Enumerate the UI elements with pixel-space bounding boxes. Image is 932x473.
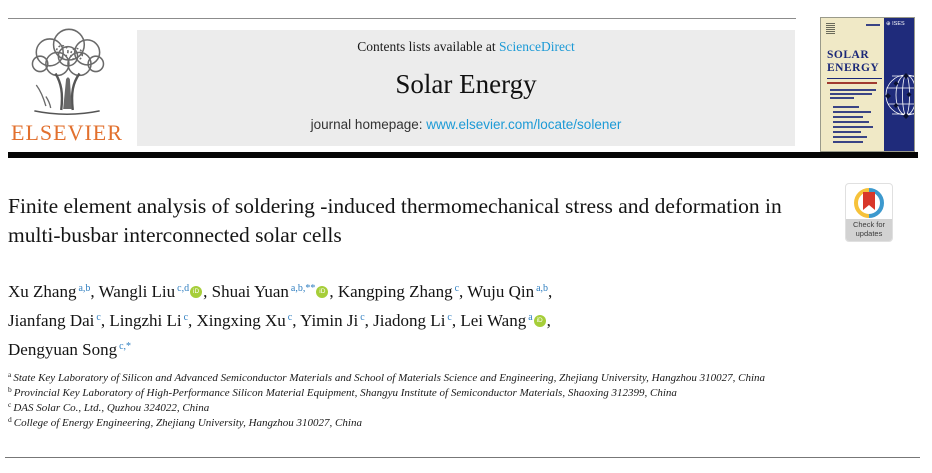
- author: Wangli Liu c,d iD,: [98, 282, 212, 301]
- author: Shuai Yuan a,b,** iD,: [211, 282, 338, 301]
- affiliation-a: a State Key Laboratory of Silicon and Adv…: [8, 370, 766, 384]
- author: Jianfang Dai c,: [8, 311, 110, 330]
- author: Yimin Ji c,: [300, 311, 374, 330]
- contents-prefix: Contents lists available at: [357, 39, 499, 54]
- cover-issue-text: [866, 24, 880, 26]
- author-list: Xu Zhang a,b, Wangli Liu c,d iD, Shuai Yuan…: [8, 279, 552, 366]
- elsevier-logo[interactable]: ELSEVIER: [8, 27, 126, 146]
- crossmark-icon: [854, 188, 884, 218]
- badge-label: Check for updates: [846, 219, 892, 241]
- author: Jiadong Li c,: [373, 311, 461, 330]
- author: Kangping Zhang c,: [337, 282, 468, 301]
- homepage-link[interactable]: www.elsevier.com/locate/solener: [426, 117, 622, 132]
- affiliations: a State Key Laboratory of Silicon and Adv…: [8, 370, 926, 431]
- author: Wuju Qin a,b,: [467, 282, 553, 301]
- orcid-icon[interactable]: iD: [316, 286, 329, 298]
- author: Xingxing Xu c,: [196, 311, 301, 330]
- article-title: Finite element analysis of soldering -in…: [8, 194, 782, 247]
- author-line-3: Dengyuan Song c,*: [8, 337, 552, 366]
- author: Lingzhi Li c,: [109, 311, 197, 330]
- homepage-prefix: journal homepage:: [310, 117, 427, 132]
- journal-header-box: Contents lists available at ScienceDirec…: [137, 30, 795, 146]
- orcid-icon[interactable]: iD: [190, 286, 203, 298]
- cover-emblem-icon: [826, 23, 835, 34]
- affiliation-b: b Provincial Key Laboratory of High-Perfo…: [8, 385, 677, 399]
- author-line-1: Xu Zhang a,b, Wangli Liu c,d iD, Shuai Yuan…: [8, 279, 552, 308]
- check-for-updates-badge[interactable]: Check for updates: [846, 184, 892, 241]
- ises-logo: ⊕ ISES: [886, 21, 905, 27]
- header-top-rule: [8, 18, 796, 19]
- journal-cover-thumbnail[interactable]: Solar Energy ⊕ ISES: [820, 17, 915, 152]
- cover-subtitle-text: [827, 82, 877, 84]
- header-divider-bar: [8, 152, 918, 158]
- author: Dengyuan Song c,*: [8, 340, 132, 359]
- journal-name: Solar Energy: [395, 69, 537, 99]
- author-line-2: Jianfang Dai c, Lingzhi Li c, Xingxing Xu c…: [8, 308, 552, 337]
- elsevier-wordmark: ELSEVIER: [11, 120, 123, 145]
- author: Xu Zhang a,b,: [8, 282, 99, 301]
- homepage-line: journal homepage: www.elsevier.com/locat…: [137, 117, 795, 132]
- globe-icon: [885, 73, 914, 119]
- affiliation-c: c DAS Solar Co., Ltd., Quzhou 324022, Chi…: [8, 400, 210, 414]
- author: Lei Wang a iD,: [460, 311, 551, 330]
- cover-title: Solar Energy: [827, 49, 880, 74]
- cover-globe-band: ⊕ ISES: [884, 18, 914, 151]
- sciencedirect-link[interactable]: ScienceDirect: [499, 39, 575, 54]
- section-divider-rule: [5, 457, 920, 458]
- contents-line: Contents lists available at ScienceDirec…: [137, 39, 795, 55]
- elsevier-tree-icon: [8, 27, 126, 119]
- affiliation-d: d College of Energy Engineering, Zhejiang…: [8, 415, 362, 429]
- orcid-icon[interactable]: iD: [533, 315, 546, 327]
